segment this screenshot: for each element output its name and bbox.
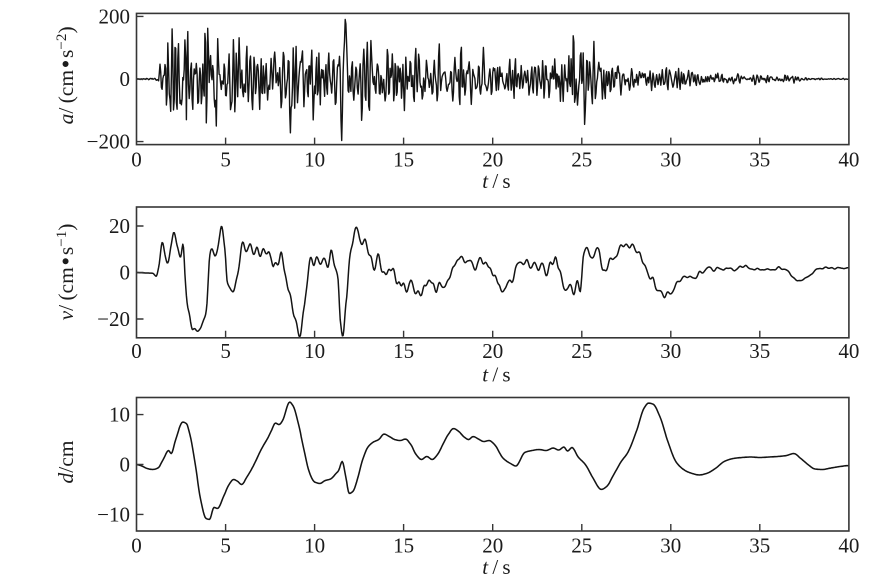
svg-text:0: 0 [120,261,131,285]
svg-text:30: 30 [660,534,681,558]
svg-text:10: 10 [304,534,325,558]
svg-text:200: 200 [99,4,131,28]
svg-text:40: 40 [838,534,859,558]
svg-text:0: 0 [120,67,131,91]
svg-text:30: 30 [660,148,681,172]
svg-text:10: 10 [109,403,130,427]
svg-text:35: 35 [749,534,770,558]
svg-text:20: 20 [482,148,503,172]
svg-text:40: 40 [838,339,859,363]
svg-text:−10: −10 [97,502,130,526]
svg-text:0: 0 [131,339,142,363]
svg-text:15: 15 [393,148,414,172]
svg-text:0: 0 [131,148,142,172]
svg-text:15: 15 [393,339,414,363]
svg-text:40: 40 [838,148,859,172]
svg-text:d/cm: d/cm [54,440,78,483]
svg-text:0: 0 [131,534,142,558]
svg-text:5: 5 [220,339,231,363]
svg-text:20: 20 [109,214,130,238]
svg-text:25: 25 [571,534,592,558]
svg-text:t / s: t / s [482,362,510,386]
svg-text:5: 5 [220,534,231,558]
svg-text:10: 10 [304,148,325,172]
svg-text:10: 10 [304,339,325,363]
svg-text:25: 25 [571,148,592,172]
svg-text:25: 25 [571,339,592,363]
svg-text:30: 30 [660,339,681,363]
svg-text:5: 5 [220,148,231,172]
svg-text:t / s: t / s [482,169,510,193]
svg-text:−200: −200 [87,130,130,154]
svg-text:20: 20 [482,534,503,558]
svg-text:15: 15 [393,534,414,558]
svg-text:35: 35 [749,339,770,363]
svg-text:20: 20 [482,339,503,363]
svg-text:−20: −20 [97,307,130,331]
svg-text:t / s: t / s [482,555,510,579]
svg-text:0: 0 [120,453,131,477]
svg-text:35: 35 [749,148,770,172]
